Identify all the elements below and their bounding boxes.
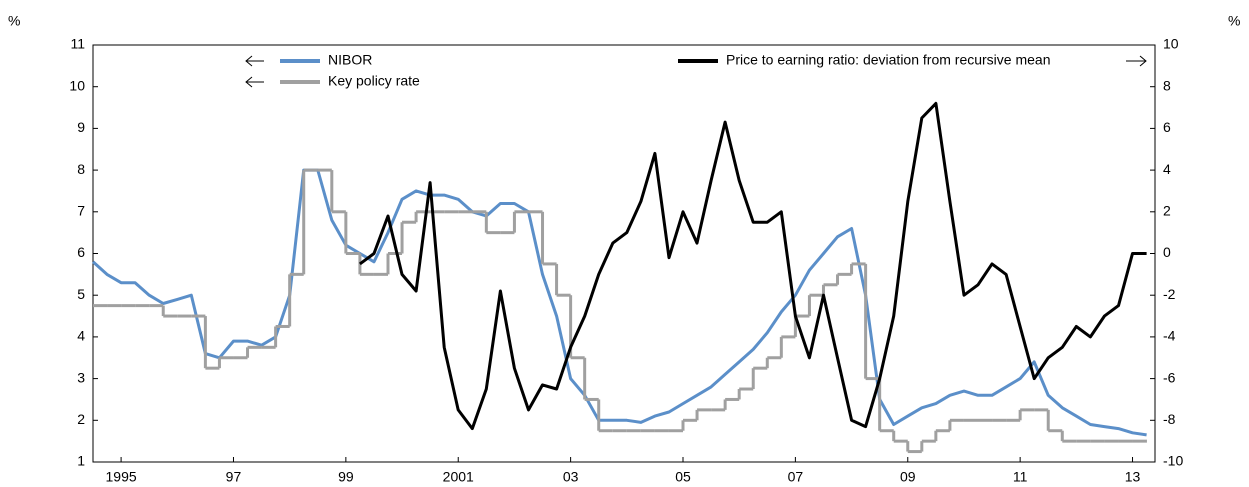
x-tick-label: 97: [226, 469, 242, 485]
y2-unit: %: [1228, 13, 1240, 29]
y-tick-label: 1: [77, 453, 85, 469]
legend-label: Key policy rate: [328, 73, 420, 89]
x-tick-label: 13: [1125, 469, 1141, 485]
x-tick-label: 2001: [443, 469, 474, 485]
legend-arrows: [245, 55, 1147, 88]
arrow-left: [245, 55, 264, 67]
x-tick-label: 99: [338, 469, 354, 485]
y2-tick-label: -8: [1163, 411, 1176, 427]
y-tick-label: 11: [70, 36, 85, 52]
y2-tick-label: 6: [1163, 119, 1171, 135]
y-tick-label: 5: [77, 286, 85, 302]
legend-label: Price to earning ratio: deviation from r…: [726, 52, 1050, 68]
x-tick-label: 07: [788, 469, 804, 485]
y2-tick-label: 0: [1163, 244, 1171, 260]
y-unit: %: [8, 13, 20, 29]
y2-tick-label: -4: [1163, 328, 1176, 344]
y2-tick-label: 4: [1163, 161, 1171, 177]
x-tick-label: 11: [1013, 469, 1028, 485]
x-tick-label: 05: [675, 469, 691, 485]
arrow-left: [245, 76, 264, 88]
y2-tick-label: -6: [1163, 369, 1176, 385]
x-tick-label: 1995: [106, 469, 137, 485]
y2-tick-label: -2: [1163, 286, 1176, 302]
x-tick-label: 03: [563, 469, 579, 485]
arrow-right: [1126, 55, 1147, 67]
y-tick-label: 6: [77, 244, 85, 260]
y2-tick-label: 2: [1163, 203, 1171, 219]
y-tick-label: 2: [77, 411, 85, 427]
y-tick-label: 7: [77, 203, 85, 219]
x-tick-label: 09: [900, 469, 916, 485]
y-tick-label: 4: [77, 328, 85, 344]
legend-label: NIBOR: [328, 52, 372, 68]
y2-tick-label: -10: [1163, 453, 1183, 469]
y2-tick-label: 8: [1163, 77, 1171, 93]
series-line: [359, 101, 1147, 431]
y-tick-label: 8: [77, 161, 85, 177]
y-tick-label: 10: [69, 77, 85, 93]
plot-frame: [92, 44, 1156, 463]
y2-tick-label: 10: [1163, 36, 1179, 52]
y-tick-label: 3: [77, 369, 85, 385]
series-line: [91, 168, 1147, 437]
y-tick-label: 9: [77, 119, 85, 135]
